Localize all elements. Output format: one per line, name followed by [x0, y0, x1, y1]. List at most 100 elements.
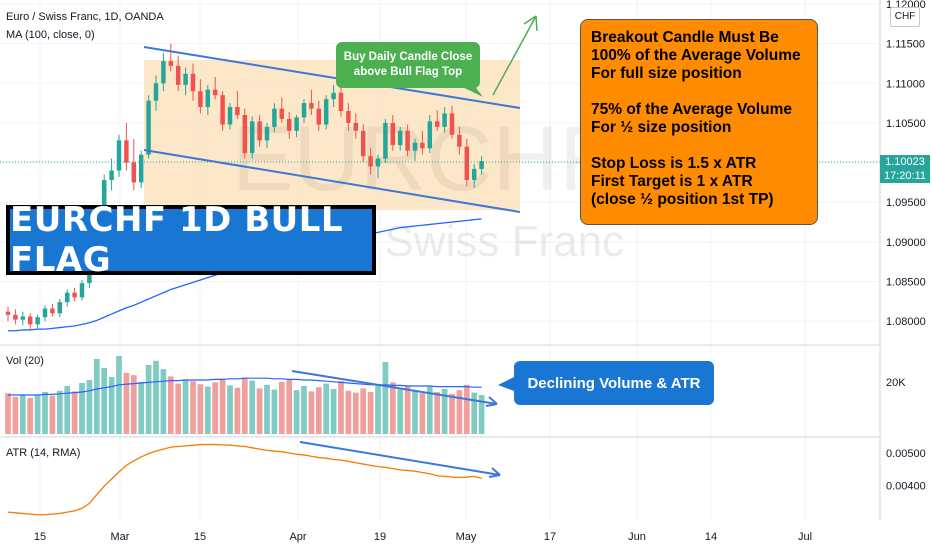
title-banner: EURCHF 1D BULL FLAG	[6, 200, 376, 280]
candle-body	[309, 103, 314, 109]
candle-body	[35, 317, 40, 325]
candle-body	[64, 292, 70, 303]
time-tick-label: 19	[374, 531, 386, 543]
volume-bar	[175, 383, 182, 434]
volume-bar	[367, 392, 374, 434]
channel-top-line	[143, 46, 521, 109]
volume-bar	[478, 395, 485, 434]
candle-body	[442, 113, 447, 127]
watermark-name: / Swiss Franc	[360, 217, 624, 266]
candle-body	[338, 92, 344, 112]
volume-bar	[212, 382, 219, 434]
volume-bar	[404, 385, 411, 434]
volume-bar	[426, 386, 433, 434]
candle-body	[124, 140, 129, 163]
volume-bar	[449, 393, 455, 434]
candle-body	[375, 158, 381, 167]
buy-signal-text: Buy Daily Candle Close above Bull Flag T…	[343, 51, 473, 78]
volume-bar	[12, 396, 19, 434]
time-tick-label: May	[456, 531, 477, 543]
candle-body	[138, 154, 144, 183]
rule-half-size: 75% of the Average Volume For ½ size pos…	[591, 101, 792, 136]
candle-body	[346, 111, 351, 123]
volume-bar	[42, 392, 48, 434]
volume-bar	[375, 384, 381, 434]
volume-bar	[271, 389, 278, 434]
volume-bar	[286, 380, 293, 434]
currency-badge[interactable]: CHF	[890, 7, 920, 27]
volume-bar	[315, 387, 322, 434]
volume-bar	[471, 392, 478, 434]
price-tick-label: 1.11000	[886, 78, 925, 90]
volume-bar	[153, 360, 159, 434]
volume-label[interactable]: Vol (20)	[6, 355, 44, 367]
candle-body	[146, 100, 151, 155]
candle-body	[427, 121, 433, 149]
volume-bar	[456, 390, 463, 434]
candle-body	[249, 121, 255, 154]
volume-bar	[182, 379, 189, 434]
candle-body	[220, 95, 225, 125]
ma-label[interactable]: MA (100, close, 0)	[6, 29, 95, 41]
volume-bar	[71, 391, 78, 434]
candle-body	[161, 61, 166, 84]
price-tick-label: 1.09000	[886, 237, 926, 249]
time-tick-label: Apr	[289, 531, 306, 543]
time-tick-label: Mar	[111, 531, 130, 543]
volume-bar	[101, 368, 108, 434]
candle-body	[198, 91, 203, 108]
volume-bar	[412, 390, 418, 434]
candle-body	[449, 113, 455, 135]
candle-body	[434, 121, 440, 127]
volume-bar	[86, 380, 93, 434]
candle-body	[109, 170, 114, 181]
candle-body	[264, 126, 270, 141]
candle-body	[87, 269, 92, 284]
volume-bar	[190, 381, 196, 434]
price-tick-label: 1.10500	[886, 118, 926, 130]
volume-bar	[93, 359, 100, 434]
volume-bar	[419, 393, 426, 434]
time-tick-label: 17	[544, 531, 556, 543]
volume-bar	[264, 384, 270, 434]
volume-bar	[219, 378, 226, 434]
rule-full-size: Breakout Candle Must Be 100% of the Aver…	[591, 29, 801, 82]
candle-body	[50, 308, 55, 314]
candle-body	[405, 130, 410, 151]
price-tick-label: 1.08500	[886, 277, 926, 289]
candle-body	[20, 316, 26, 320]
atr-label[interactable]: ATR (14, RMA)	[6, 447, 81, 459]
time-tick-label: Jul	[798, 531, 812, 543]
volume-bar	[56, 390, 63, 434]
candle-body	[235, 107, 240, 115]
volume-bar	[434, 392, 441, 434]
candle-body	[101, 180, 107, 223]
volume-bar	[241, 377, 248, 434]
candle-body	[464, 146, 470, 181]
price-tick-label: 1.08000	[886, 316, 926, 328]
volume-bar	[34, 394, 41, 434]
volume-bar	[352, 392, 359, 434]
candle-body	[212, 89, 218, 96]
volume-bar	[301, 386, 307, 434]
volume-bar	[108, 377, 115, 434]
candle-body	[390, 122, 396, 146]
candle-body	[286, 118, 292, 131]
volume-bar	[382, 362, 389, 434]
declining-callout: Declining Volume & ATR	[514, 361, 714, 405]
candle-body	[13, 314, 18, 320]
candle-body	[301, 103, 307, 118]
last-price-tag: 1.10023	[880, 155, 930, 169]
candle-body	[175, 65, 181, 85]
breakout-arrowhead	[523, 15, 538, 32]
price-tick-label: 1.11500	[886, 39, 925, 51]
time-tick-label: 15	[34, 531, 46, 543]
candle-body	[479, 161, 484, 169]
volume-bar	[345, 390, 352, 434]
volume-bar	[360, 388, 367, 434]
volume-bar	[116, 356, 122, 434]
volume-bar	[330, 389, 337, 434]
rule-stop-target: Stop Loss is 1.5 x ATR First Target is 1…	[591, 155, 774, 208]
candle-body	[412, 142, 418, 151]
volume-bar	[160, 369, 167, 434]
